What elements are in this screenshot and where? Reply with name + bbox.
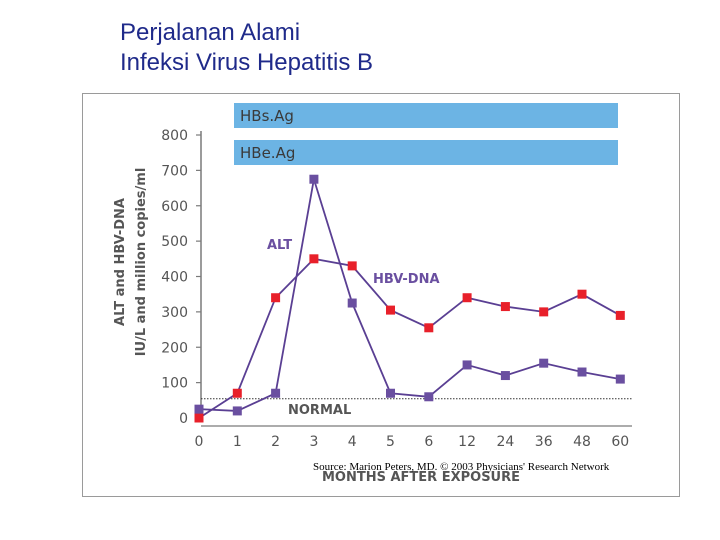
y-tick-label-4: 400 xyxy=(161,270,188,286)
antigen-bar-2 xyxy=(234,140,618,165)
y-axis-title-line-2: IU/L and million copies/ml xyxy=(134,168,149,357)
y-tick-label-7: 700 xyxy=(161,163,188,179)
x-tick-label-2: 2 xyxy=(271,434,280,450)
data-point-alt-10 xyxy=(577,367,587,377)
data-point-hbv-dna-9 xyxy=(539,307,549,317)
x-tick-label-4: 4 xyxy=(348,434,357,450)
series-label-hbv-dna: HBV-DNA xyxy=(373,272,440,287)
antigen-bar-label-1: HBs.Ag xyxy=(240,107,294,125)
data-point-alt-11 xyxy=(615,374,625,384)
y-tick-label-1: 100 xyxy=(161,376,188,392)
data-point-alt-6 xyxy=(424,392,434,402)
x-tick-label-10: 48 xyxy=(573,434,591,450)
antigen-bar-label-2: HBe.Ag xyxy=(240,144,295,162)
data-point-hbv-dna-4 xyxy=(347,261,357,271)
data-point-hbv-dna-6 xyxy=(424,323,434,333)
series-line-hbv-dna xyxy=(198,257,621,419)
y-tick-label-3: 300 xyxy=(161,305,188,321)
data-point-alt-7 xyxy=(462,360,472,370)
data-point-hbv-dna-7 xyxy=(462,293,472,303)
x-tick-label-1: 1 xyxy=(233,434,242,450)
data-point-alt-5 xyxy=(386,388,395,398)
x-tick-label-5: 5 xyxy=(386,434,395,450)
data-point-hbv-dna-10 xyxy=(577,289,587,299)
data-point-hbv-dna-2 xyxy=(271,293,281,303)
slide-title: Perjalanan Alami Infeksi Virus Hepatitis… xyxy=(120,18,373,78)
x-axis-title: MONTHS AFTER EXPOSURE xyxy=(322,470,520,485)
x-tick-label-11: 60 xyxy=(611,434,629,450)
source-credit: Source: Marion Peters, MD. © 2003 Physic… xyxy=(313,461,610,473)
normal-label: NORMAL xyxy=(288,403,351,418)
x-tick-label-7: 12 xyxy=(458,434,476,450)
y-tick-label-8: 800 xyxy=(161,128,188,144)
data-point-alt-1 xyxy=(232,406,242,416)
slide-title-line-2: Infeksi Virus Hepatitis B xyxy=(120,49,373,76)
x-tick-label-9: 36 xyxy=(535,434,553,450)
slide-title-line-1: Perjalanan Alami xyxy=(120,19,301,46)
y-axis-title-line-1: ALT and HBV-DNA xyxy=(113,198,128,326)
y-tick-label-5: 500 xyxy=(161,234,188,250)
data-point-alt-4 xyxy=(347,298,357,308)
data-point-hbv-dna-11 xyxy=(615,310,625,320)
data-point-alt-8 xyxy=(500,371,510,381)
series-line-alt xyxy=(198,178,621,412)
x-tick-label-0: 0 xyxy=(195,434,204,450)
antigen-bar-1 xyxy=(234,103,618,128)
y-tick-label-6: 600 xyxy=(161,199,188,215)
data-point-hbv-dna-1 xyxy=(232,388,242,398)
y-tick-label-2: 200 xyxy=(161,340,188,356)
x-tick-label-8: 24 xyxy=(496,434,514,450)
data-point-hbv-dna-8 xyxy=(500,302,510,312)
series-label-alt: ALT xyxy=(267,238,292,253)
data-point-hbv-dna-0 xyxy=(194,413,204,423)
data-point-alt-3 xyxy=(309,174,319,184)
data-point-alt-0 xyxy=(194,404,204,414)
x-tick-label-3: 3 xyxy=(309,434,318,450)
data-point-alt-2 xyxy=(271,388,281,398)
data-point-hbv-dna-5 xyxy=(386,305,395,315)
x-tick-label-6: 6 xyxy=(424,434,433,450)
data-point-hbv-dna-3 xyxy=(309,254,319,264)
data-point-alt-9 xyxy=(539,358,549,368)
y-tick-label-0: 0 xyxy=(179,411,188,427)
